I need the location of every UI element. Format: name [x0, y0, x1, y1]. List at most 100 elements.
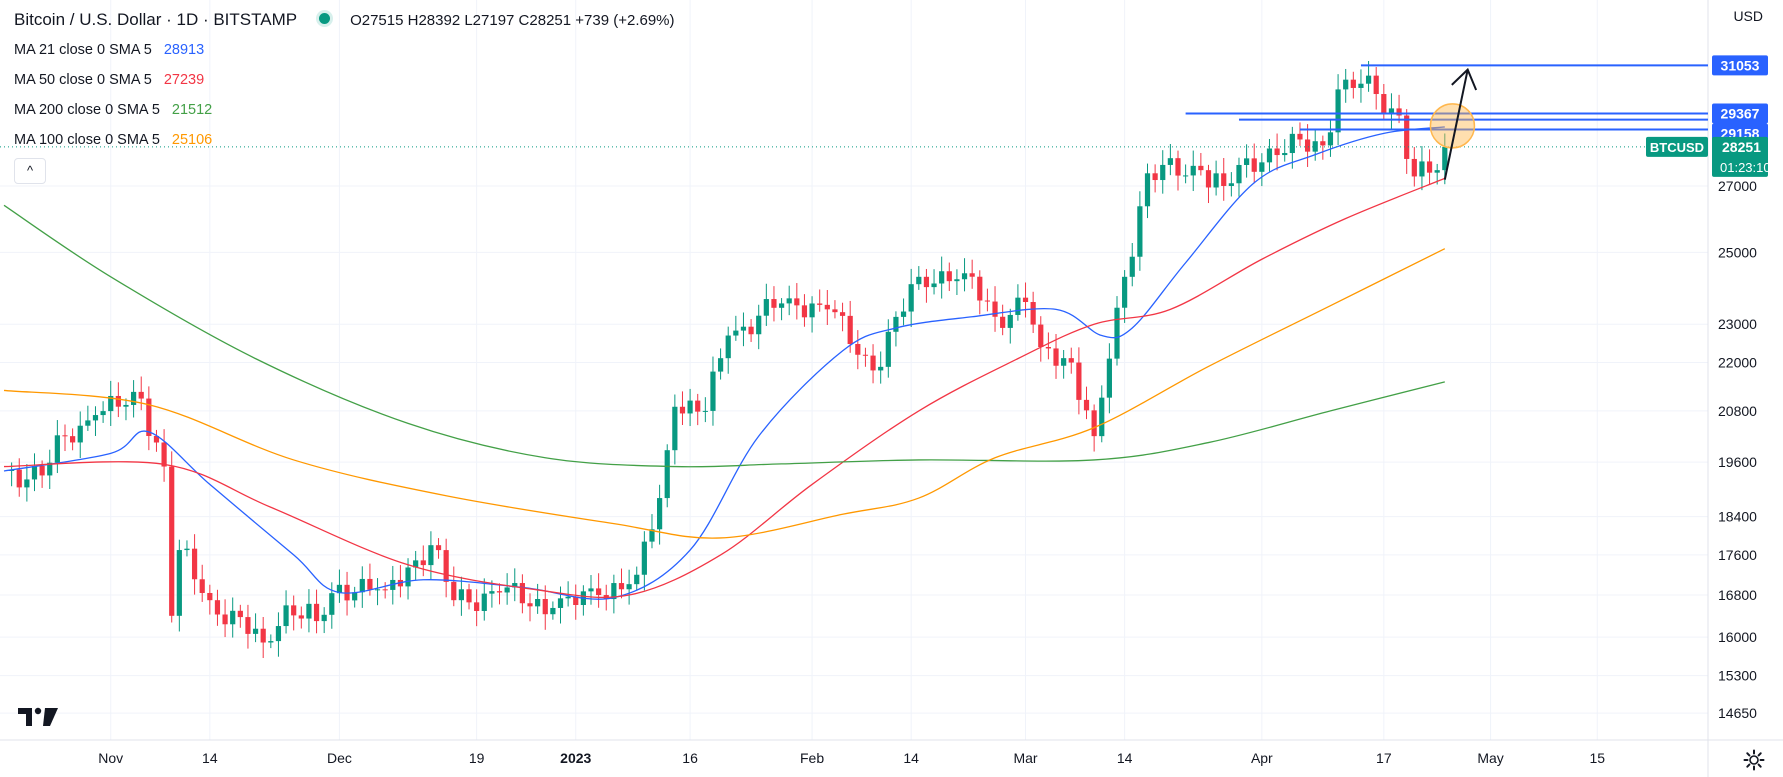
indicator-ma200[interactable]: MA 200 close 0 SMA 5 21512 [14, 102, 212, 118]
candle-body [1068, 358, 1074, 363]
annotation-arrow-shaft [1443, 69, 1469, 180]
candle-body [961, 273, 968, 280]
candle [611, 574, 617, 614]
candle-body [596, 588, 602, 596]
candle-body [649, 529, 655, 542]
candle [1396, 94, 1402, 124]
candle-body [1205, 170, 1212, 188]
candle-body [1381, 94, 1387, 114]
indicator-label: MA 100 close 0 SMA 5 [14, 132, 160, 148]
candle [77, 411, 83, 459]
candle [1274, 133, 1280, 171]
indicator-ma21[interactable]: MA 21 close 0 SMA 5 28913 [14, 42, 204, 58]
candle [54, 420, 60, 474]
price-tick-label: 23000 [1718, 316, 1757, 332]
candle-body [1419, 161, 1425, 177]
candle-body [214, 600, 221, 615]
candle-body [1007, 314, 1013, 328]
candle [542, 585, 548, 630]
candle-body [946, 271, 952, 282]
candle [618, 568, 625, 599]
candle [1335, 74, 1341, 146]
indicator-ma50[interactable]: MA 50 close 0 SMA 5 27239 [14, 72, 204, 88]
candle [1205, 164, 1212, 204]
candle [778, 298, 785, 321]
candle-body [916, 276, 922, 285]
candle [748, 319, 754, 342]
candle-body [1015, 297, 1021, 315]
candle [580, 585, 586, 616]
candle [1106, 343, 1112, 414]
candle [977, 270, 983, 315]
candle-body [1190, 165, 1196, 176]
candle-body [634, 574, 640, 585]
candle [1099, 385, 1105, 443]
candle [474, 589, 480, 627]
collapse-legend-button[interactable]: ^ [14, 158, 46, 184]
currency-select[interactable]: USD [1733, 8, 1763, 24]
candle-body [191, 548, 198, 580]
candle-body [771, 299, 777, 308]
candle [85, 405, 91, 431]
candle-body [748, 326, 754, 335]
candle-body [1251, 158, 1257, 172]
chart-header: Bitcoin / U.S. Dollar · 1D · BITSTAMP O27… [14, 10, 675, 30]
indicator-ma100[interactable]: MA 100 close 0 SMA 5 25106 [14, 132, 212, 148]
time-tick-label: 14 [1117, 750, 1133, 766]
symbol-title[interactable]: Bitcoin / U.S. Dollar · 1D · BITSTAMP [14, 10, 298, 29]
candle-body [420, 560, 426, 566]
current-price-label-box [1712, 136, 1768, 177]
candle-body [313, 603, 320, 622]
price-tick-label: 25000 [1718, 244, 1757, 260]
candle-body [756, 315, 762, 335]
candle-body [786, 298, 792, 304]
candle [847, 300, 853, 353]
candle [1152, 164, 1158, 193]
candle-body [832, 309, 838, 313]
candle-body [16, 469, 22, 488]
candle [92, 406, 99, 436]
candle [62, 424, 68, 452]
candle-body [900, 311, 907, 317]
candle [283, 590, 289, 634]
candle [557, 586, 564, 624]
candle [1076, 347, 1082, 415]
time-tick-label: 16 [682, 750, 698, 766]
candle [1122, 270, 1128, 323]
candle-body [1228, 183, 1234, 186]
candle-body [245, 617, 251, 634]
candle [535, 583, 541, 614]
candle [207, 584, 213, 615]
candle-body [237, 610, 243, 618]
candle [466, 583, 472, 610]
candle-body [801, 305, 808, 318]
candle [1236, 157, 1242, 197]
candle-body [481, 593, 487, 611]
candle-body [1388, 108, 1395, 114]
candle-body [1320, 141, 1326, 146]
candle-body [260, 628, 266, 643]
settings-gear-icon[interactable] [1743, 749, 1765, 771]
candle-body [382, 589, 388, 591]
candle-body [1175, 158, 1181, 176]
candle-body [443, 550, 449, 582]
indicator-value: 27239 [163, 72, 205, 88]
candle-body [153, 435, 160, 443]
candle [862, 347, 869, 367]
tradingview-logo-icon[interactable] [18, 706, 58, 728]
candle [939, 256, 945, 299]
candle-body [146, 398, 152, 436]
candle-body [931, 283, 937, 288]
candle-body [1365, 75, 1372, 84]
candle-body [1373, 75, 1379, 95]
time-tick-label: 2023 [560, 750, 591, 766]
candle [275, 612, 282, 657]
moving-average-line [3, 204, 1445, 468]
candle-body [336, 584, 343, 594]
candle [931, 269, 937, 295]
candle-body [352, 592, 358, 601]
candle [1266, 138, 1273, 172]
candle-body [504, 587, 510, 593]
candle-body [451, 581, 457, 601]
